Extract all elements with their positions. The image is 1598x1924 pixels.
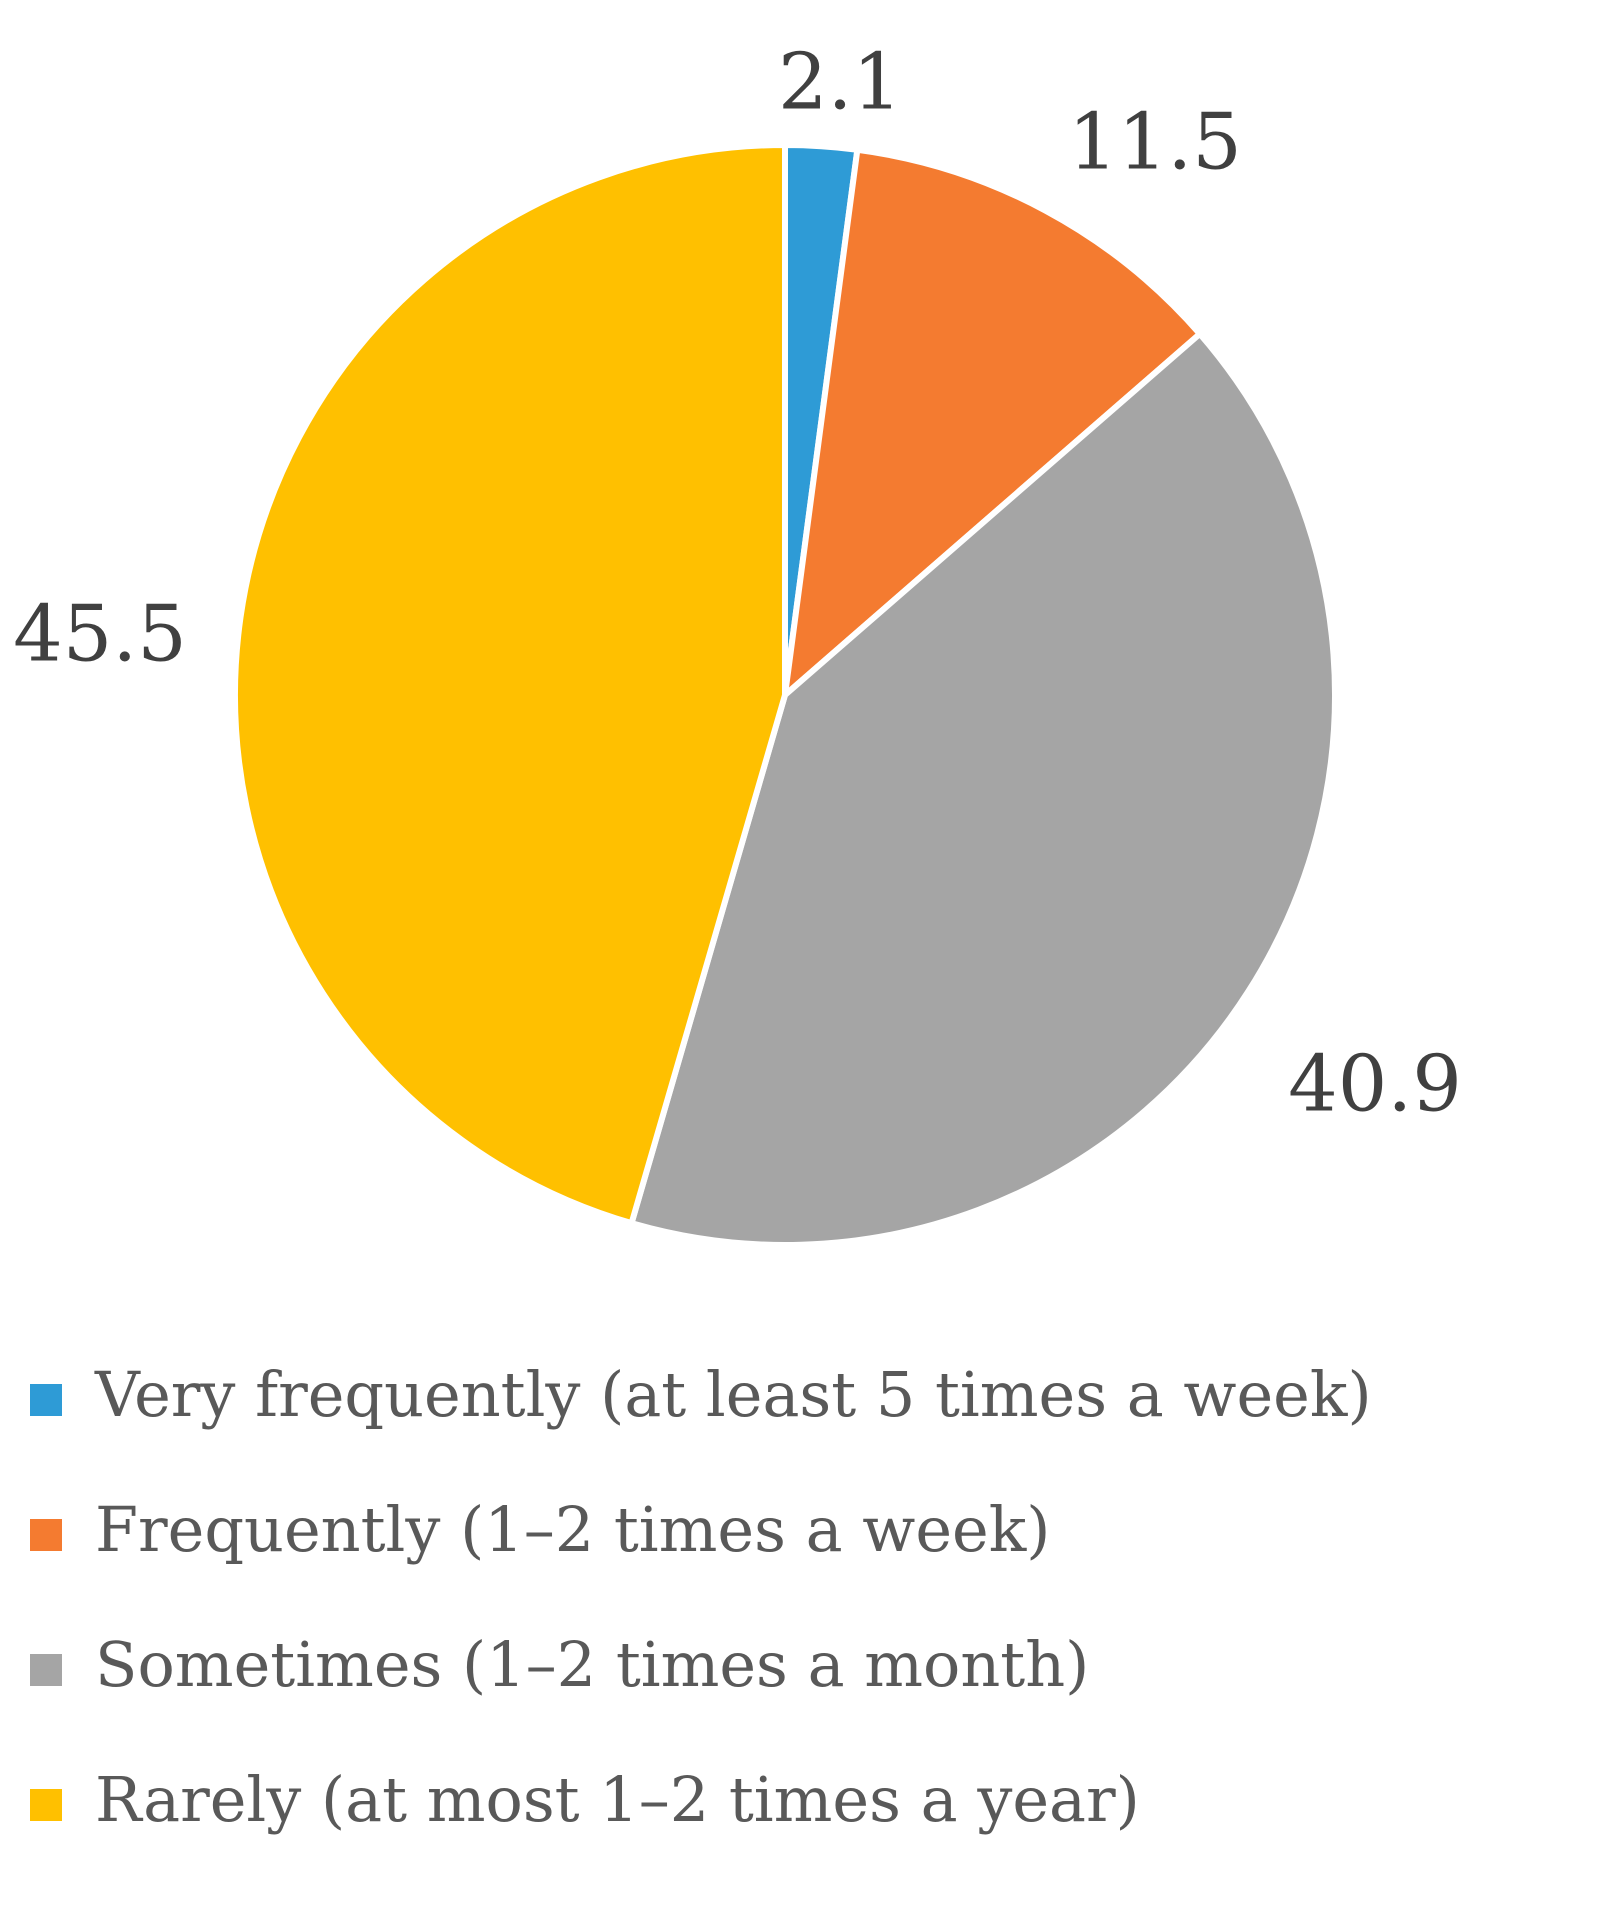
legend-label-rarely: Rarely (at most 1–2 times a year) xyxy=(95,1763,1140,1836)
data-label-rarely: 45.5 xyxy=(13,590,187,680)
legend-swatch-sometimes xyxy=(30,1654,62,1686)
legend-label-frequently: Frequently (1–2 times a week) xyxy=(95,1493,1051,1566)
legend-label-sometimes: Sometimes (1–2 times a month) xyxy=(95,1628,1089,1701)
legend-swatch-rarely xyxy=(30,1789,62,1821)
pie-slice-rarely xyxy=(232,142,788,1227)
legend-swatch-frequently xyxy=(30,1519,62,1551)
legend-swatch-very-frequently xyxy=(30,1384,62,1416)
pie-slice-frequently xyxy=(782,146,1203,698)
pie-slices xyxy=(232,142,1338,1248)
pie-slice-sometimes xyxy=(628,330,1338,1248)
legend-label-very-frequently: Very frequently (at least 5 times a week… xyxy=(94,1358,1372,1431)
legend: Very frequently (at least 5 times a week… xyxy=(30,1358,1372,1836)
data-label-sometimes: 40.9 xyxy=(1288,1040,1462,1130)
data-label-frequently: 11.5 xyxy=(1068,98,1242,188)
pie-data-labels: 2.1 11.5 40.9 45.5 xyxy=(13,38,1462,1130)
data-label-very-frequently: 2.1 xyxy=(778,38,902,128)
